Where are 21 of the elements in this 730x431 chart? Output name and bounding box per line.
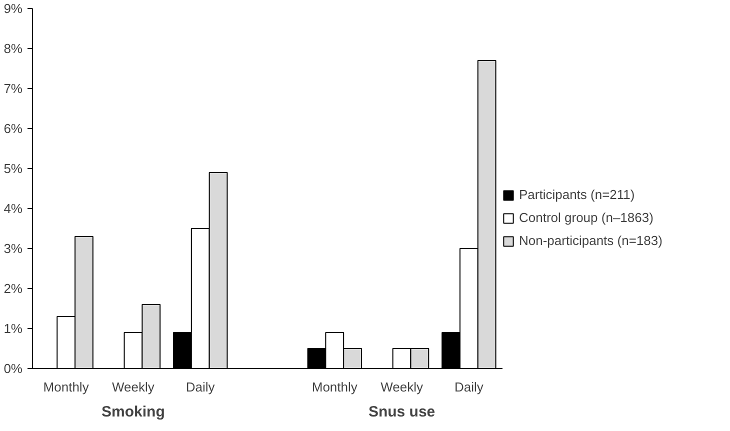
x-tick-label: Monthly — [43, 380, 90, 394]
y-tick-label: 9% — [4, 1, 23, 16]
x-tick-label: Monthly — [312, 380, 358, 394]
y-tick-label: 6% — [4, 121, 23, 136]
x-tick-label: Weekly — [112, 380, 155, 394]
x-tick-label: Weekly — [380, 380, 424, 394]
legend-label: Non-participants (n=183) — [519, 233, 662, 248]
y-tick-label: 3% — [4, 241, 23, 256]
y-tick-label: 4% — [4, 201, 23, 216]
legend-label: Control group (n–1863) — [519, 210, 654, 225]
y-tick-label: 7% — [4, 81, 23, 96]
y-tick-label: 0% — [4, 361, 23, 376]
x-tick-label: Daily — [186, 380, 216, 394]
y-tick-label: 1% — [4, 321, 23, 336]
y-tick-label: 2% — [4, 281, 23, 296]
x-tick-label: Daily — [454, 380, 484, 394]
y-tick-label: 8% — [4, 41, 23, 56]
legend-label: Participants (n=211) — [519, 187, 635, 202]
y-tick-label: 5% — [4, 161, 23, 176]
text: Smoking — [102, 404, 165, 420]
text: Snus use — [368, 404, 436, 420]
